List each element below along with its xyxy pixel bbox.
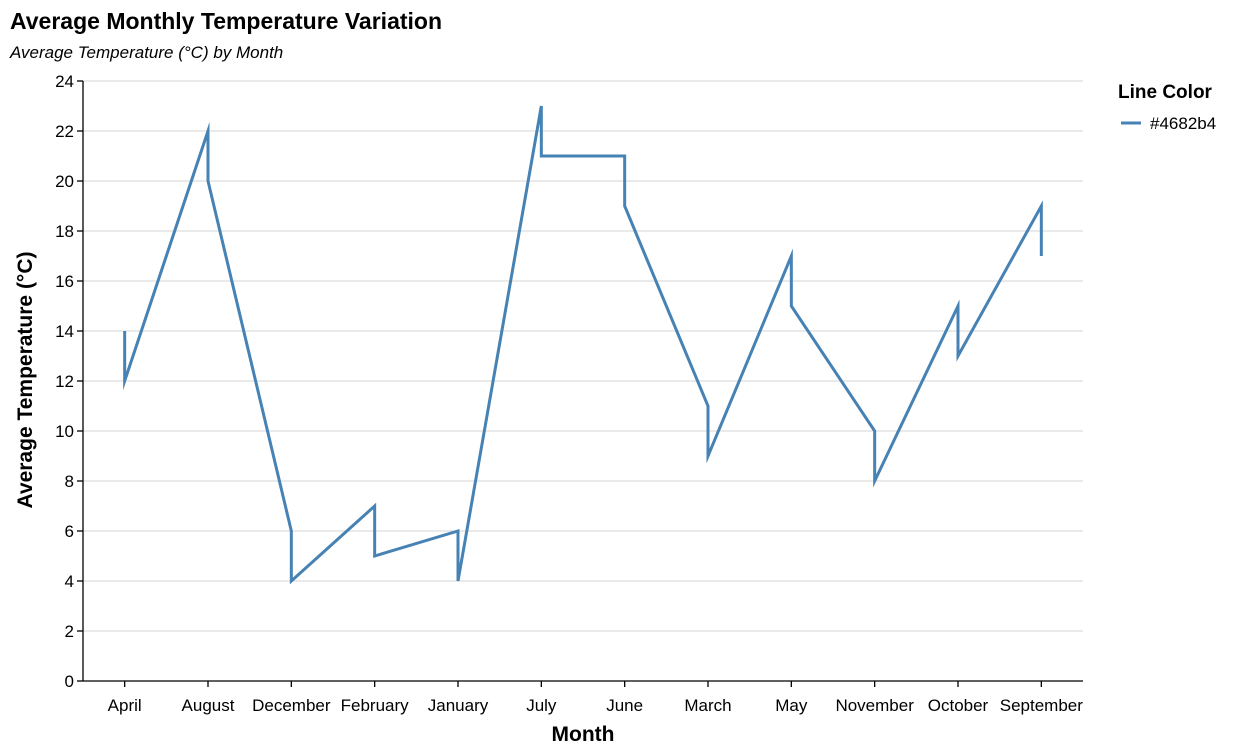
y-axis-title: Average Temperature (°C) [14,252,37,509]
y-tick-label: 2 [65,622,74,641]
y-tick-label: 10 [55,422,74,441]
x-axis-title: Month [552,723,615,746]
x-ticks: April August December February January July Ju… [108,681,1083,715]
y-tick-label: 18 [55,222,74,241]
x-tick-label: May [775,696,808,715]
legend-title: Line Color [1118,82,1213,103]
x-tick-label: April [108,696,142,715]
x-tick-label: March [684,696,731,715]
x-tick-label: December [252,696,331,715]
gridlines [83,80,1083,632]
series-line [123,105,1043,585]
y-tick-label: 20 [55,172,74,191]
x-tick-label: September [1000,696,1083,715]
series [123,105,1043,585]
x-tick-label: June [606,696,643,715]
x-tick-label: July [526,696,557,715]
y-tick-label: 14 [55,322,74,341]
legend: Line Color #4682b4 [1118,82,1216,133]
chart-subtitle: Average Temperature (°C) by Month [9,43,283,62]
x-tick-label: February [341,696,410,715]
y-tick-label: 8 [65,472,74,491]
y-tick-label: 0 [65,672,74,691]
x-tick-label: October [928,696,989,715]
y-tick-label: 4 [65,572,74,591]
x-tick-label: January [428,696,489,715]
y-tick-label: 24 [55,72,74,91]
y-tick-label: 22 [55,122,74,141]
y-tick-label: 16 [55,272,74,291]
y-tick-label: 6 [65,522,74,541]
x-tick-label: November [835,696,914,715]
legend-label: #4682b4 [1150,114,1216,133]
x-tick-label: August [182,696,235,715]
chart-title: Average Monthly Temperature Variation [10,8,442,34]
y-tick-label: 12 [55,372,74,391]
